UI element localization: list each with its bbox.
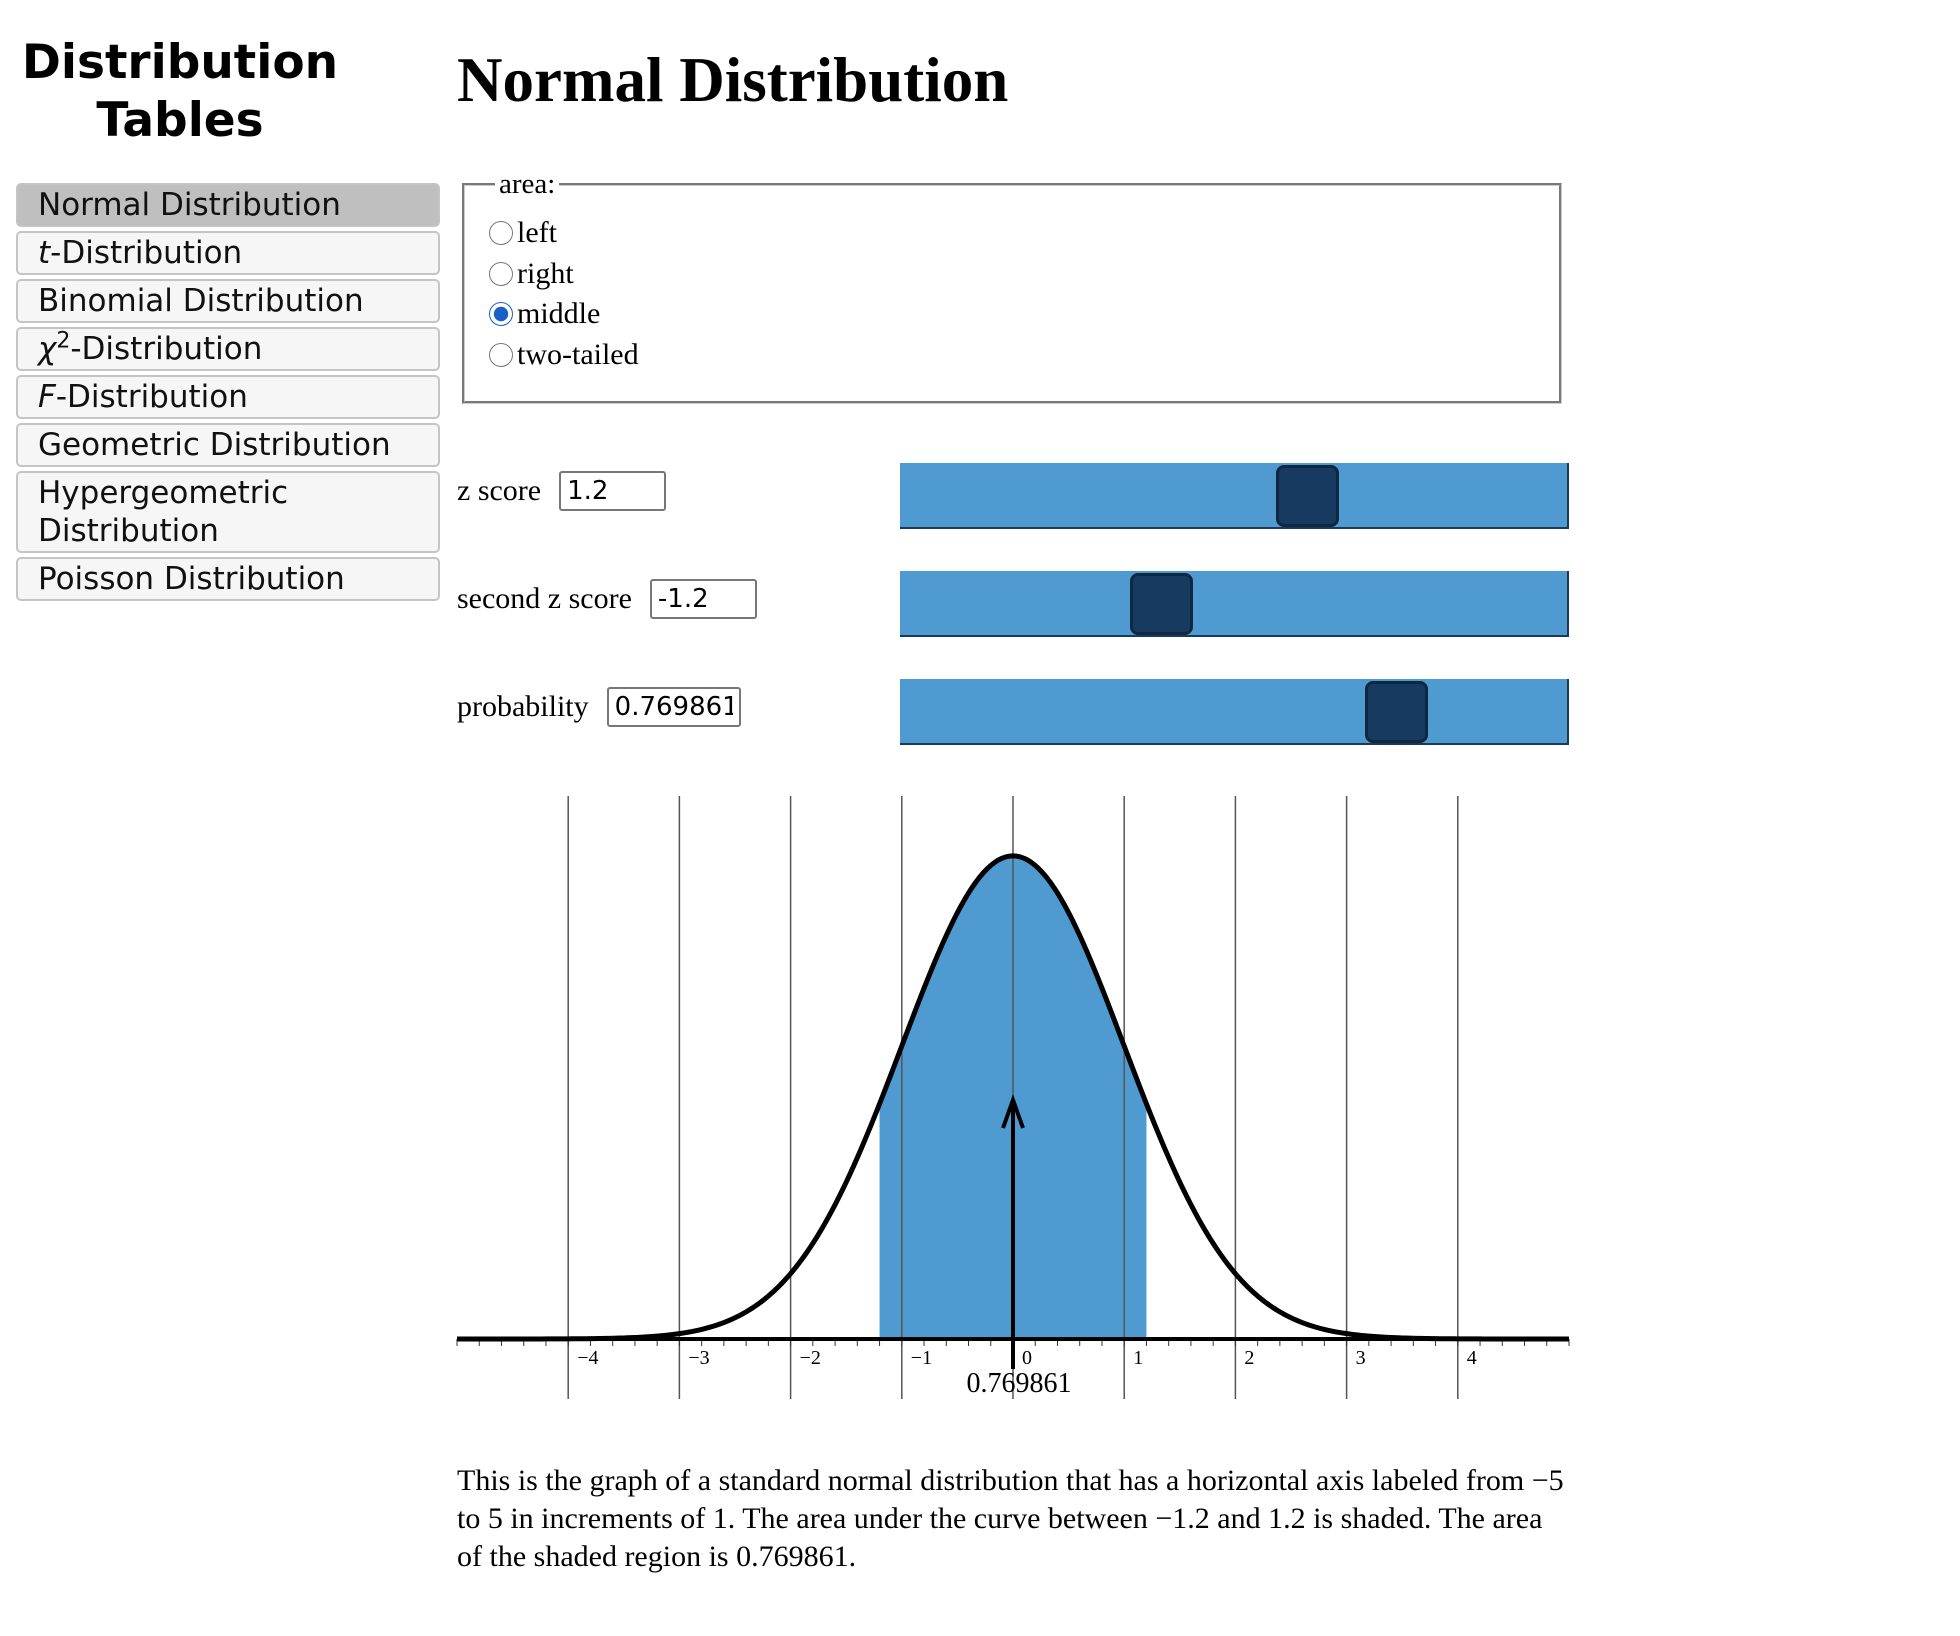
- prob-input[interactable]: [606, 687, 741, 727]
- option-label: two-tailed: [517, 337, 639, 371]
- area-option[interactable]: middle: [489, 294, 1529, 335]
- item-text: -Distribution: [55, 379, 248, 415]
- sidebar-button[interactable]: Hypergeometric Distribution: [16, 471, 440, 553]
- arrow-head: [1001, 1094, 1025, 1129]
- option-label: right: [517, 256, 574, 290]
- area-legend: area:: [499, 168, 556, 200]
- density-curve: [457, 853, 1569, 1342]
- slider-thumb[interactable]: [1130, 573, 1193, 635]
- item-text: Geometric Distribution: [38, 427, 391, 463]
- item-text: Binomial Distribution: [38, 283, 364, 319]
- option-label: middle: [517, 297, 601, 331]
- z-input[interactable]: [559, 471, 667, 511]
- radio[interactable]: [489, 342, 513, 367]
- x-tick-label: 3: [1356, 1347, 1366, 1369]
- z-slider[interactable]: [900, 463, 1569, 529]
- z2-slider[interactable]: [900, 571, 1569, 637]
- slider-thumb[interactable]: [1365, 681, 1428, 743]
- item-text: -Distribution: [50, 235, 243, 271]
- item-text: Poisson Distribution: [38, 561, 345, 597]
- description: This is the graph of a standard normal d…: [457, 1464, 1564, 1573]
- sidebar-button[interactable]: Binomial Distribution: [16, 279, 440, 323]
- x-tick-label: 0: [1022, 1347, 1032, 1369]
- radio[interactable]: [489, 302, 513, 327]
- z2-row: second z score: [457, 577, 757, 621]
- sidebar-button[interactable]: Geometric Distribution: [16, 423, 440, 467]
- item-symbol: χ: [38, 331, 57, 367]
- prob-slider[interactable]: [900, 679, 1569, 745]
- x-tick-label: 2: [1244, 1347, 1254, 1369]
- x-tick-label: 4: [1467, 1347, 1477, 1369]
- sidebar-button[interactable]: Normal Distribution: [16, 183, 440, 227]
- x-tick-label: 1: [1133, 1347, 1143, 1369]
- item-text: Normal Distribution: [38, 187, 341, 223]
- x-tick-label: −3: [688, 1347, 709, 1369]
- sidebar-button[interactable]: χ2-Distribution: [16, 327, 440, 371]
- area-option[interactable]: two-tailed: [489, 335, 1529, 376]
- radio[interactable]: [489, 221, 513, 246]
- option-label: left: [517, 216, 557, 250]
- z-row: z score: [457, 469, 667, 513]
- sidebar-list: Normal Distribution t-Distribution Binomia…: [16, 183, 440, 601]
- page-title: Normal Distribution: [457, 45, 1009, 115]
- item-text: -Distribution: [70, 331, 263, 367]
- item-symbol: t: [38, 235, 51, 271]
- area-option[interactable]: left: [489, 213, 1529, 254]
- input-label: z score: [457, 474, 542, 507]
- prob-row: probability: [457, 685, 741, 729]
- area-fieldset: area: left right middle two-tailed: [462, 168, 1562, 404]
- sidebar-button[interactable]: t-Distribution: [16, 231, 440, 275]
- item-superscript: 2: [56, 328, 71, 354]
- x-tick-label: −2: [800, 1347, 821, 1369]
- sidebar-button[interactable]: Poisson Distribution: [16, 557, 440, 601]
- slider-thumb[interactable]: [1276, 465, 1339, 527]
- sidebar-button[interactable]: F-Distribution: [16, 375, 440, 419]
- item-symbol: F: [38, 379, 56, 415]
- input-label: second z score: [457, 582, 632, 615]
- item-text: Hypergeometric Distribution: [38, 475, 289, 549]
- radio[interactable]: [489, 261, 513, 286]
- z2-input[interactable]: [649, 579, 757, 619]
- sidebar-title: Distribution Tables: [21, 35, 339, 148]
- x-tick-label: −4: [577, 1347, 598, 1369]
- area-option[interactable]: right: [489, 254, 1529, 295]
- area-options: left right middle two-tailed: [489, 213, 1529, 375]
- x-tick-label: −1: [911, 1347, 932, 1369]
- input-label: probability: [457, 690, 589, 723]
- area-label: 0.769861: [967, 1368, 1072, 1399]
